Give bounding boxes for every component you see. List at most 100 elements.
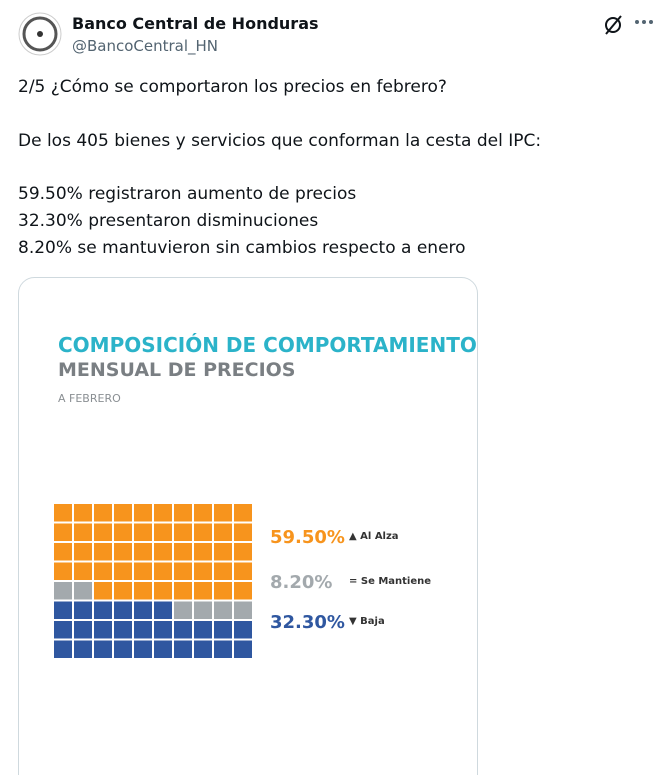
waffle-cell [54,601,72,619]
waffle-cell [94,562,112,580]
waffle-cell [214,621,232,639]
waffle-cell [154,582,172,600]
waffle-cell [154,640,172,658]
waffle-cell [194,582,212,600]
waffle-cell [174,562,192,580]
waffle-cell [174,543,192,561]
grok-icon[interactable] [602,14,624,36]
waffle-cell [74,601,92,619]
waffle-cell [94,543,112,561]
waffle-cell [154,601,172,619]
waffle-cell [234,582,252,600]
waffle-cell [154,543,172,561]
waffle-cell [114,601,132,619]
waffle-cell [194,640,212,658]
waffle-cell [194,523,212,541]
waffle-cell [74,640,92,658]
legend-label: = Se Mantiene [349,576,431,587]
waffle-cell [54,543,72,561]
waffle-cell [74,523,92,541]
waffle-cell [54,562,72,580]
chart-note: A FEBRERO [58,392,121,405]
waffle-cell [134,601,152,619]
more-icon[interactable] [633,18,655,26]
waffle-cell [134,543,152,561]
waffle-cell [114,523,132,541]
waffle-cell [134,640,152,658]
tweet-text: 59.50% registraron aumento de precios [18,184,357,204]
waffle-cell [234,562,252,580]
waffle-cell [214,504,232,522]
waffle-cell [94,582,112,600]
waffle-cell [94,621,112,639]
waffle-cell [94,601,112,619]
waffle-cell [194,543,212,561]
waffle-cell [154,523,172,541]
waffle-cell [174,621,192,639]
waffle-cell [74,504,92,522]
waffle-cell [134,523,152,541]
waffle-cell [54,640,72,658]
waffle-cell [234,523,252,541]
waffle-cell [74,562,92,580]
waffle-cell [74,621,92,639]
waffle-cell [114,640,132,658]
waffle-cell [194,601,212,619]
waffle-cell [214,582,232,600]
waffle-cell [54,582,72,600]
avatar[interactable] [18,12,62,56]
tweet-image[interactable]: COMPOSICIÓN DE COMPORTAMIENTO MENSUAL DE… [18,277,479,775]
waffle-cell [54,523,72,541]
waffle-cell [54,504,72,522]
value-label: 59.50% [270,527,345,548]
waffle-cell [214,523,232,541]
waffle-cell [234,640,252,658]
waffle-cell [154,621,172,639]
waffle-cell [134,562,152,580]
waffle-cell [214,562,232,580]
waffle-cell [174,523,192,541]
waffle-cell [114,582,132,600]
waffle-cell [134,504,152,522]
waffle-cell [194,504,212,522]
waffle-cell [154,562,172,580]
waffle-cell [134,582,152,600]
legend-label: ▼ Baja [349,616,385,627]
tweet-text: 8.20% se mantuvieron sin cambios respect… [18,238,466,258]
value-label: 8.20% [270,572,332,593]
waffle-cell [154,504,172,522]
waffle-cell [94,640,112,658]
legend-label: ▲ Al Alza [349,531,399,542]
waffle-cell [174,640,192,658]
chart-title: COMPOSICIÓN DE COMPORTAMIENTO [58,333,477,357]
tweet-text: 32.30% presentaron disminuciones [18,211,319,231]
tweet-text: De los 405 bienes y servicios que confor… [18,131,542,151]
waffle-cell [74,582,92,600]
waffle-cell [114,504,132,522]
waffle-cell [174,582,192,600]
waffle-cell [174,504,192,522]
waffle-cell [54,621,72,639]
waffle-cell [234,621,252,639]
waffle-cell [94,523,112,541]
waffle-cell [234,504,252,522]
user-handle[interactable]: @BancoCentral_HN [72,37,219,55]
user-name[interactable]: Banco Central de Honduras [72,14,319,33]
value-label: 32.30% [270,612,345,633]
waffle-cell [214,543,232,561]
waffle-cell [214,640,232,658]
waffle-cell [214,601,232,619]
waffle-cell [174,601,192,619]
chart-subtitle: MENSUAL DE PRECIOS [58,359,296,381]
waffle-cell [234,601,252,619]
waffle-cell [134,621,152,639]
tweet-text: 2/5 ¿Cómo se comportaron los precios en … [18,77,447,97]
waffle-cell [234,543,252,561]
waffle-cell [194,562,212,580]
waffle-cell [94,504,112,522]
waffle-cell [74,543,92,561]
waffle-cell [114,562,132,580]
waffle-cell [194,621,212,639]
waffle-cell [114,621,132,639]
